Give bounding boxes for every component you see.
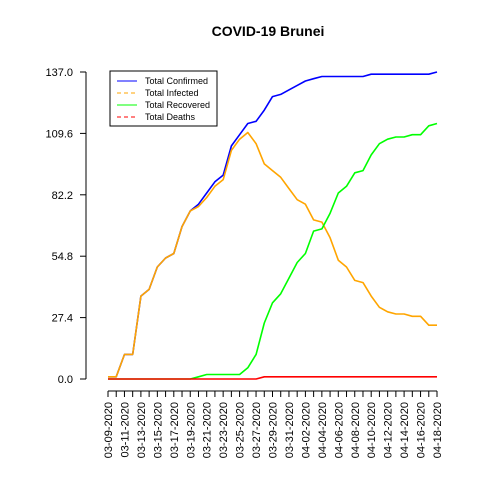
y-tick-label: 137.0 — [45, 67, 73, 79]
y-tick-label: 27.4 — [52, 313, 73, 325]
x-tick-label: 04-18-2020 — [432, 402, 444, 458]
legend-label-total-recovered: Total Recovered — [145, 100, 210, 110]
plot-lines — [108, 71, 438, 380]
x-tick-label: 03-19-2020 — [185, 402, 197, 458]
x-axis: 03-09-2020 03-11-2020 03-13-2020 03-15-2020… — [103, 390, 444, 458]
x-tick-label: 03-27-2020 — [251, 402, 263, 458]
x-tick-label: 04-10-2020 — [366, 402, 378, 458]
y-tick-label: 0.0 — [58, 374, 73, 386]
legend-label-total-confirmed: Total Confirmed — [145, 76, 208, 86]
x-tick-label: 03-13-2020 — [136, 402, 148, 458]
x-tick-label: 03-09-2020 — [103, 402, 115, 458]
x-tick-label: 04-16-2020 — [416, 402, 428, 458]
x-tick-label: 04-12-2020 — [383, 402, 395, 458]
x-tick-label: 04-08-2020 — [350, 402, 362, 458]
x-tick-label: 04-06-2020 — [333, 402, 345, 458]
series-line-total-recovered — [108, 122, 438, 380]
x-tick-label: 04-02-2020 — [300, 402, 312, 458]
series-line-total-deaths — [108, 375, 437, 380]
x-tick-label: 03-15-2020 — [152, 402, 164, 458]
x-tick-label: 03-21-2020 — [202, 402, 214, 458]
series-line-total-infected — [108, 131, 437, 378]
x-tick-label: 03-25-2020 — [235, 402, 247, 458]
legend-label-total-deaths: Total Deaths — [145, 112, 196, 122]
y-tick-label: 54.8 — [52, 251, 73, 263]
x-tick-label: 03-31-2020 — [284, 402, 296, 458]
x-tick-label: 03-11-2020 — [119, 402, 131, 457]
x-tick-label: 04-04-2020 — [317, 402, 329, 458]
x-tick-label: 03-23-2020 — [218, 402, 230, 458]
legend-label-total-infected: Total Infected — [145, 88, 199, 98]
chart-title: COVID-19 Brunei — [212, 23, 325, 39]
y-tick-label: 82.2 — [52, 190, 73, 202]
legend: Total Confirmed Total Infected Total Recov… — [109, 70, 218, 127]
y-tick-label: 109.6 — [45, 128, 73, 140]
x-tick-label: 04-14-2020 — [399, 402, 411, 458]
x-tick-label: 03-17-2020 — [169, 402, 181, 458]
y-axis: 0.0 27.4 54.8 82.2 109.6 137.0 — [45, 67, 87, 386]
x-tick-label: 03-29-2020 — [268, 402, 280, 458]
